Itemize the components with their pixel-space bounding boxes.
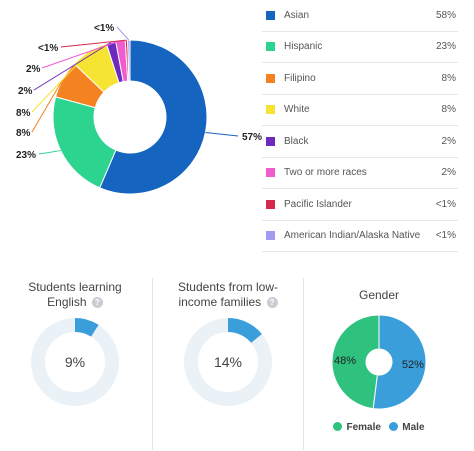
race-donut-chart: 57% 23% 8% 8% 2% 2% <1% <1% xyxy=(16,23,262,195)
legend-percent: <1% xyxy=(435,230,456,242)
leader-line-2 xyxy=(31,78,64,133)
race-slice-1 xyxy=(52,96,117,189)
panel-title: Students learning English ? xyxy=(0,278,150,312)
leader-line-0 xyxy=(205,131,239,137)
low-income-donut: 14% xyxy=(184,318,272,406)
legend-item-hispanic: Hispanic 23% xyxy=(262,32,458,63)
english-learners-panel: Students learning English ? 9% xyxy=(0,278,150,450)
low-income-panel: Students from low- income families ? 14% xyxy=(152,278,303,450)
panel-title: Gender xyxy=(304,278,454,312)
gender-donut: 52% 48% xyxy=(331,314,427,410)
legend-percent: 23% xyxy=(435,41,456,53)
legend-percent: 58% xyxy=(435,9,456,21)
gender-slice-male xyxy=(372,314,427,410)
donut-center-label: 9% xyxy=(65,354,85,370)
male-label: Male xyxy=(402,422,425,433)
gender-data-label-female: 48% xyxy=(334,355,356,367)
legend-percent: 2% xyxy=(441,135,456,147)
legend-label: Filipino xyxy=(284,72,316,84)
title-line: English xyxy=(47,295,87,309)
race-data-label-4: 2% xyxy=(18,86,33,97)
donut-center-label: 14% xyxy=(214,354,242,370)
legend-swatch xyxy=(266,42,275,52)
race-data-label-7: <1% xyxy=(94,23,114,34)
leader-line-1 xyxy=(38,150,61,155)
legend-percent: 8% xyxy=(441,104,456,116)
help-icon[interactable]: ? xyxy=(91,297,103,309)
gender-data-label-male: 52% xyxy=(402,359,424,371)
race-data-label-1: 23% xyxy=(16,150,36,161)
donut-value-arc xyxy=(75,318,99,337)
legend-swatch xyxy=(266,231,275,241)
panel-title: Students from low- income families ? xyxy=(153,278,303,312)
male-dot xyxy=(389,422,399,431)
race-data-label-0: 57% xyxy=(242,132,262,143)
legend-swatch xyxy=(266,168,275,178)
gender-panel: Gender 52% 48% Female Male xyxy=(303,278,454,450)
legend-swatch xyxy=(266,136,275,146)
legend-item-filipino: Filipino 8% xyxy=(262,63,458,95)
english-learners-donut: 9% xyxy=(31,318,119,406)
legend-swatch xyxy=(266,105,275,115)
legend-swatch xyxy=(266,10,275,20)
legend-percent: 8% xyxy=(441,72,456,84)
legend-item-black: Black 2% xyxy=(262,126,458,158)
legend-label: American Indian/Alaska Native xyxy=(284,230,421,242)
legend-swatch xyxy=(266,73,275,83)
gender-slice-female xyxy=(331,314,380,410)
female-dot xyxy=(333,422,343,431)
title-line: Students learning xyxy=(28,280,122,294)
legend-label: Two or more races xyxy=(284,167,367,179)
title-line: Students from low- xyxy=(177,280,279,294)
legend-swatch xyxy=(266,199,275,209)
legend-label: Pacific Islander xyxy=(284,198,352,210)
race-data-label-5: 2% xyxy=(26,64,41,75)
leader-line-4 xyxy=(33,41,112,91)
legend-percent: 2% xyxy=(441,167,456,179)
legend-label: Hispanic xyxy=(284,41,323,53)
donut-value-arc xyxy=(228,318,262,343)
legend-item-white: White 8% xyxy=(262,95,458,126)
legend-label: White xyxy=(284,104,310,116)
race-legend: Asian 58% Hispanic 23% Filipino 8% White… xyxy=(262,0,458,252)
race-data-label-3: 8% xyxy=(16,108,31,119)
female-label: Female xyxy=(346,422,381,433)
leader-line-6 xyxy=(60,39,127,48)
legend-item-two-or-more: Two or more races 2% xyxy=(262,158,458,189)
leader-line-7 xyxy=(116,26,130,41)
legend-item-american-indian: American Indian/Alaska Native <1% xyxy=(262,221,458,252)
title-line: income families xyxy=(178,295,262,309)
leader-line-5 xyxy=(41,40,121,69)
race-slice-0 xyxy=(99,39,208,195)
gender-legend: Female Male xyxy=(304,422,454,433)
title-line: Gender xyxy=(358,287,400,302)
legend-label: Asian xyxy=(284,9,310,21)
legend-label: Black xyxy=(284,135,309,147)
race-data-label-6: <1% xyxy=(38,43,58,54)
help-icon[interactable]: ? xyxy=(266,297,278,309)
legend-item-asian: Asian 58% xyxy=(262,0,458,32)
legend-item-pacific-islander: Pacific Islander <1% xyxy=(262,189,458,221)
legend-percent: <1% xyxy=(435,198,456,210)
race-data-label-2: 8% xyxy=(16,128,31,139)
